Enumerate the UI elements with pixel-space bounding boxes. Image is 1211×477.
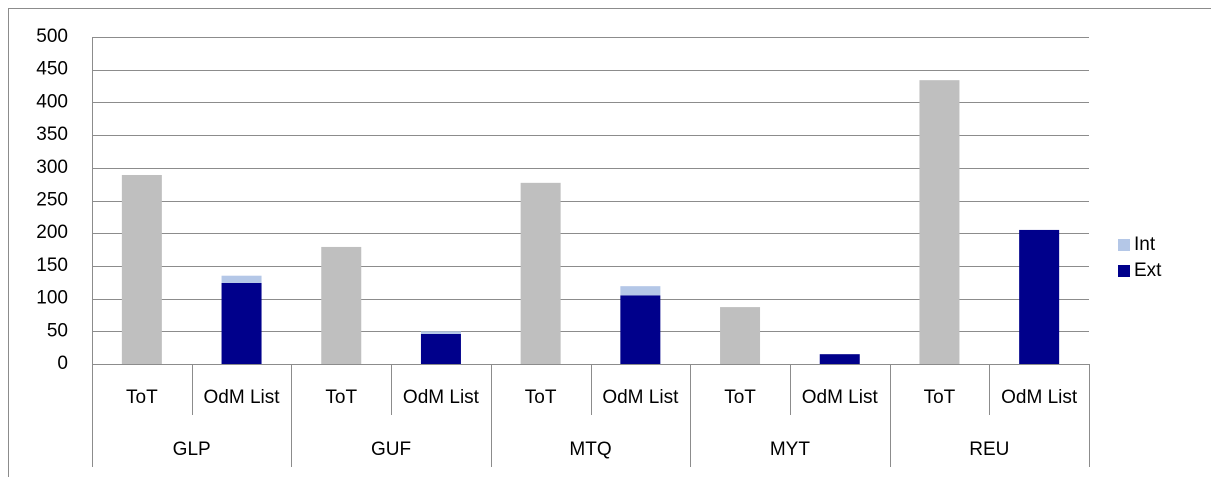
bar [620,295,661,364]
y-tick-label: 100 [36,288,68,309]
x-tick-label: ToT [525,387,557,408]
x-tick-label: OdM List [403,387,480,408]
y-tick-label: 150 [36,255,68,276]
group-label: GUF [371,439,411,460]
x-tick-label: OdM List [204,387,281,408]
bar [819,354,860,364]
group-label: MTQ [569,439,611,460]
y-tick-label: 350 [36,124,68,145]
bar [620,286,661,296]
bar [520,182,561,364]
x-tick-label: OdM List [602,387,679,408]
bar [420,331,461,334]
y-tick-label: 450 [36,59,68,80]
bar [420,333,461,364]
y-tick-label: 250 [36,190,68,211]
bar [221,282,262,364]
x-tick-label: ToT [924,387,956,408]
y-tick-label: 200 [36,222,68,243]
x-tick-label: ToT [325,387,357,408]
x-tick-label: OdM List [802,387,879,408]
bar [919,80,960,364]
y-tick-label: 0 [57,353,68,374]
legend-label: Ext [1134,260,1162,281]
x-tick-label: ToT [724,387,756,408]
bar [1019,229,1060,364]
y-tick-label: 300 [36,157,68,178]
chart-border [8,8,1211,477]
group-label: MYT [770,439,811,460]
legend-swatch [1118,239,1130,251]
bar [321,246,362,364]
y-tick-label: 50 [47,320,68,341]
legend-swatch [1118,265,1130,277]
x-tick-label: ToT [126,387,158,408]
legend-label: Int [1134,234,1156,255]
bar [121,174,162,364]
y-tick-label: 500 [36,26,68,47]
x-tick-label: OdM List [1001,387,1078,408]
group-label: REU [969,439,1009,460]
bar [221,275,262,283]
y-tick-label: 400 [36,91,68,112]
group-label: GLP [173,439,211,460]
bar [720,307,761,364]
